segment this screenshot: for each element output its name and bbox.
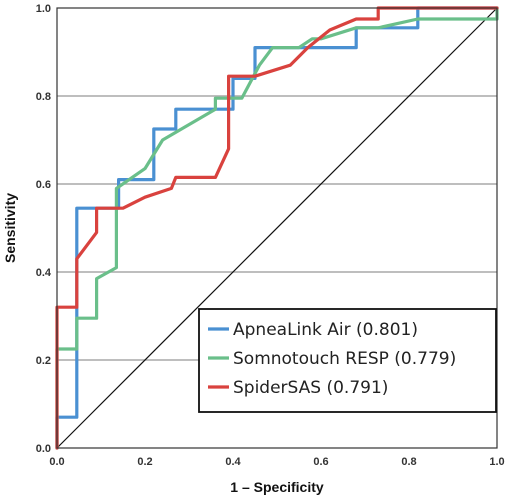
legend-label-0: ApneaLink Air (0.801) <box>233 320 418 340</box>
reference-diagonal <box>56 7 498 449</box>
y-tick-labels: 0.0 0.2 0.4 0.6 0.8 1.0 <box>36 3 52 455</box>
y-tick-label: 0.8 <box>36 91 51 103</box>
x-tick-label: 0.0 <box>49 456 64 468</box>
legend-label-2: SpiderSAS (0.791) <box>233 378 388 398</box>
series-line-1 <box>55 6 499 450</box>
x-tick-label: 0.4 <box>225 456 241 468</box>
y-axis-title: Sensitivity <box>2 193 18 263</box>
x-tick-label: 0.8 <box>401 456 416 468</box>
x-tick-labels: 0.0 0.2 0.4 0.6 0.8 1.0 <box>49 456 504 468</box>
reference-line <box>56 7 498 449</box>
y-tick-label: 0.0 <box>36 443 51 455</box>
y-tick-label: 0.2 <box>36 355 51 367</box>
x-tick-label: 0.2 <box>137 456 152 468</box>
y-tick-label: 0.6 <box>36 179 51 191</box>
legend-label-1: Somnotouch RESP (0.779) <box>233 349 456 369</box>
x-axis-title: 1 – Specificity <box>230 479 324 495</box>
x-tick-label: 1.0 <box>489 456 504 468</box>
y-tick-label: 1.0 <box>36 3 51 15</box>
series-line-2 <box>55 6 499 450</box>
plot-frame <box>56 7 498 449</box>
series-lines <box>55 6 499 450</box>
x-tick-label: 0.6 <box>313 456 328 468</box>
y-tick-label: 0.4 <box>36 267 52 279</box>
legend: ApneaLink Air (0.801) Somnotouch RESP (0.… <box>198 308 497 413</box>
legend-box <box>198 308 497 413</box>
